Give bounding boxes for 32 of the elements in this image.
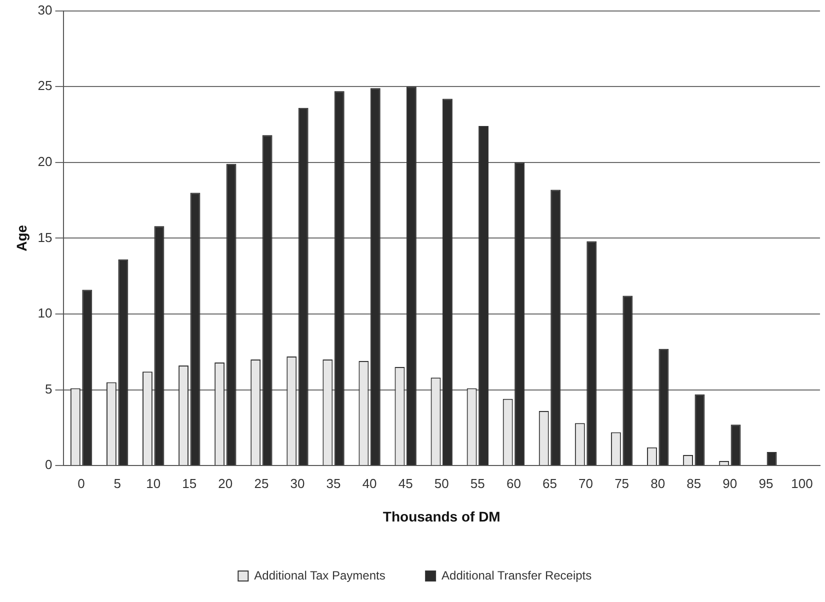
x-tick-label: 80: [650, 476, 666, 491]
x-tick-label: 45: [398, 476, 413, 491]
x-tick-label: 95: [758, 476, 774, 491]
x-tick-label: 85: [686, 476, 702, 491]
y-tick-label: 20: [38, 154, 52, 169]
x-tick-label: 15: [182, 476, 197, 491]
x-tick-label: 25: [254, 476, 269, 491]
x-tick-label: 35: [326, 476, 341, 491]
x-tick-label: 90: [722, 476, 738, 491]
y-tick-label: 10: [38, 306, 52, 321]
x-tick-label: 20: [218, 476, 233, 491]
y-tick-label: 15: [38, 230, 52, 245]
x-tick-label: 5: [114, 476, 121, 491]
y-tick-label: 30: [38, 2, 52, 18]
x-tick-label: 75: [614, 476, 630, 491]
x-tick-label: 40: [362, 476, 377, 491]
x-tick-label: 70: [578, 476, 594, 491]
x-axis-title: Thousands of DM: [382, 508, 500, 524]
x-tick-label: 65: [542, 476, 557, 491]
x-tick-label: 55: [470, 476, 485, 491]
y-tick-label: 0: [45, 457, 52, 472]
x-tick-label: 0: [78, 476, 85, 491]
y-tick-label: 25: [38, 78, 52, 94]
y-axis-title: Age: [13, 224, 30, 252]
y-tick-label: 5: [45, 381, 52, 396]
x-tick-label: 30: [290, 476, 305, 491]
legend-label: Additional Transfer Receipts: [442, 568, 592, 582]
x-tick-label: 10: [146, 476, 161, 491]
x-tick-label: 100: [791, 476, 813, 491]
legend-label: Additional Tax Payments: [254, 568, 386, 582]
x-tick-label: 50: [434, 476, 449, 491]
x-tick-label: 60: [506, 476, 521, 491]
